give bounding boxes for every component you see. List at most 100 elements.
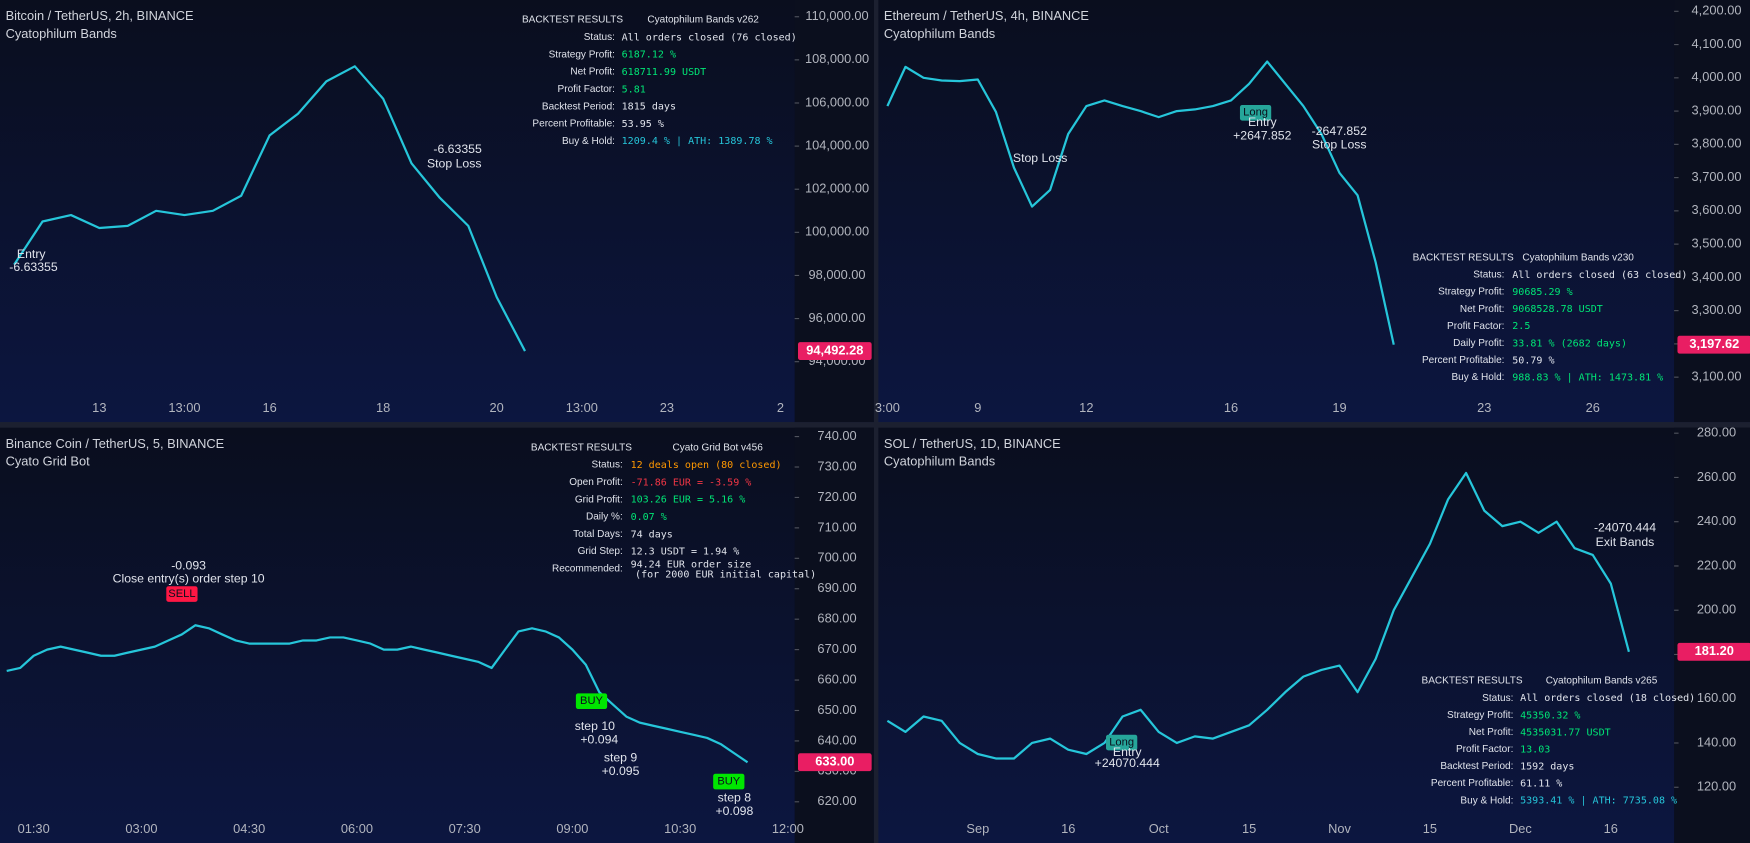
backtest-value: -71.86 EUR = -3.59 % [631, 477, 752, 488]
backtest-label: Status: [1482, 693, 1513, 704]
last-price-box [1677, 335, 1750, 354]
x-tick-label: 16 [1061, 821, 1075, 836]
x-tick-label: 01:30 [18, 821, 50, 836]
annotation: Stop Loss [427, 156, 482, 170]
y-tick-label: 680.00 [817, 611, 856, 626]
x-tick-label: 16 [1604, 821, 1618, 836]
backtest-value: 74 days [631, 529, 673, 540]
panel [878, 427, 1750, 843]
annotation: +0.095 [602, 764, 640, 778]
backtest-label: Profit Factor: [1456, 744, 1513, 755]
backtest-value: 45350.32 % [1520, 710, 1580, 721]
backtest-label: Net Profit: [1469, 727, 1514, 738]
y-tick-label: 260.00 [1697, 469, 1736, 484]
backtest-value: 103.26 EUR = 5.16 % [631, 495, 746, 506]
backtest-label: Open Profit: [569, 477, 623, 488]
backtest-label: Total Days: [573, 529, 623, 540]
backtest-label: Status: [592, 460, 623, 471]
last-price-label: 633.00 [815, 754, 854, 769]
indicator-name: Cyato Grid Bot [6, 454, 91, 469]
y-tick-label: 640.00 [817, 732, 856, 747]
backtest-value: 1815 days [622, 102, 676, 113]
y-tick-label: 3,700.00 [1692, 169, 1742, 184]
y-tick-label: 620.00 [817, 793, 856, 808]
backtest-label: Buy & Hold: [1460, 795, 1513, 806]
annotation: step 9 [604, 750, 638, 764]
backtest-value: All orders closed (18 closed) [1520, 693, 1695, 704]
y-tick-label: 3,400.00 [1692, 269, 1742, 284]
backtest-value: 1209.4 % | ATH: 1389.78 % [622, 136, 773, 147]
backtest-title: BACKTEST RESULTS [1413, 253, 1514, 264]
annotation: -2647.852 [1312, 124, 1367, 138]
panel [0, 0, 874, 423]
y-tick-label: 280.00 [1697, 425, 1736, 440]
x-tick-label: 13:00 [168, 400, 200, 415]
last-price-box [1677, 642, 1750, 661]
backtest-value: All orders closed (63 closed) [1512, 270, 1687, 281]
annotation: step 8 [718, 791, 752, 805]
backtest-value: 50.79 % [1512, 355, 1554, 366]
y-tick-label: 3,300.00 [1692, 302, 1742, 317]
annotation: Entry [1248, 115, 1277, 129]
y-tick-label: 650.00 [817, 702, 856, 717]
backtest-value: 618711.99 USDT [622, 67, 707, 78]
backtest-value: 33.81 % (2682 days) [1512, 338, 1627, 349]
x-tick-label: 04:30 [233, 821, 265, 836]
annotation: -6.63355 [433, 142, 482, 156]
y-tick-label: 102,000.00 [805, 181, 869, 196]
x-tick-label: 13 [92, 400, 106, 415]
backtest-value: 13.03 [1520, 744, 1550, 755]
backtest-title: BACKTEST RESULTS [522, 15, 623, 26]
y-tick-label: 4,000.00 [1692, 69, 1742, 84]
y-tick-label: 96,000.00 [809, 310, 866, 325]
x-tick-label: 07:30 [449, 821, 481, 836]
x-tick-label: 26 [1586, 400, 1600, 415]
backtest-version: Cyatophilum Bands v230 [1522, 253, 1634, 264]
indicator-name: Cyatophilum Bands [884, 454, 995, 469]
price-line [6, 624, 749, 764]
backtest-version: Cyatophilum Bands v265 [1546, 676, 1658, 687]
backtest-label: Backtest Period: [1440, 761, 1513, 772]
x-tick-label: 3:00 [875, 400, 900, 415]
annotation: +0.098 [715, 804, 753, 818]
backtest-label: Buy & Hold: [562, 136, 615, 147]
backtest-note: (for 2000 EUR initial capital) [635, 569, 816, 580]
backtest-label: Buy & Hold: [1452, 372, 1505, 383]
backtest-label: Strategy Profit: [1447, 710, 1513, 721]
y-tick-label: 108,000.00 [805, 51, 869, 66]
backtest-value: 61.11 % [1520, 779, 1562, 790]
y-tick-label: 104,000.00 [805, 137, 869, 152]
backtest-label: Profit Factor: [1447, 321, 1504, 332]
y-tick-label: 200.00 [1697, 602, 1736, 617]
signal-box [166, 586, 198, 602]
indicator-name: Cyatophilum Bands [6, 26, 117, 41]
signal-box [1239, 104, 1272, 121]
signal-label: BUY [717, 776, 740, 788]
annotation: -24070.444 [1594, 520, 1656, 534]
x-tick-label: 03:00 [125, 821, 157, 836]
x-tick-label: 13:00 [566, 400, 598, 415]
signal-box [1106, 734, 1138, 751]
x-tick-label: Sep [966, 821, 989, 836]
x-tick-label: 06:00 [341, 821, 373, 836]
annotation: Close entry(s) order step 10 [113, 572, 265, 586]
x-tick-label: Dec [1509, 821, 1532, 836]
x-tick-label: 15 [1423, 821, 1437, 836]
backtest-label: Profit Factor: [558, 84, 615, 95]
last-price-label: 94,492.28 [806, 342, 863, 357]
annotation: -0.093 [171, 558, 206, 572]
x-tick-label: 18 [376, 400, 390, 415]
y-tick-label: 710.00 [817, 519, 856, 534]
annotation: step 10 [575, 719, 615, 733]
annotation: Entry [17, 247, 46, 261]
y-tick-label: 700.00 [817, 550, 856, 565]
backtest-label: Status: [1473, 270, 1504, 281]
y-tick-label: 106,000.00 [805, 94, 869, 109]
backtest-version: Cyatophilum Bands v262 [647, 15, 759, 26]
annotation: +2647.852 [1233, 128, 1291, 142]
x-tick-label: 9 [974, 400, 981, 415]
y-tick-label: 3,900.00 [1692, 102, 1742, 117]
symbol-title: Bitcoin / TetherUS, 2h, BINANCE [6, 8, 194, 23]
backtest-value: 9068528.78 USDT [1512, 304, 1603, 315]
backtest-value: 0.07 % [631, 512, 667, 523]
